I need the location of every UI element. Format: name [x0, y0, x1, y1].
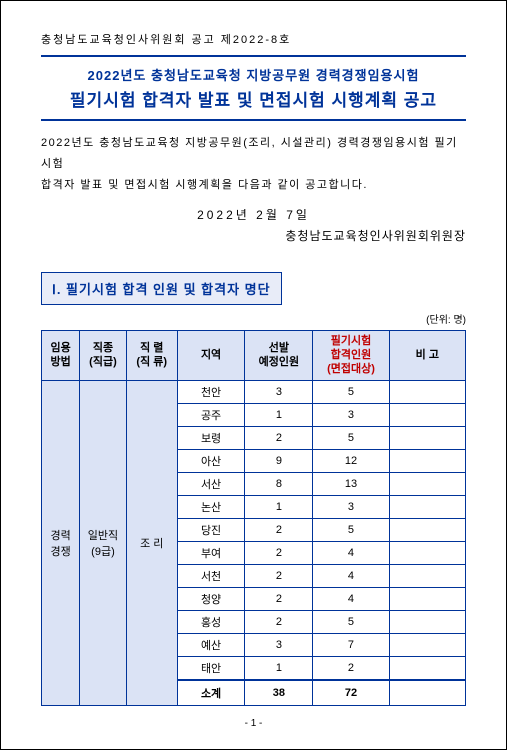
cell-note [389, 587, 465, 610]
results-table: 임용 방법 직종 (직급) 직 렬 (직 류) 지역 선발 예정인원 필기시험 … [41, 330, 466, 706]
th-note: 비 고 [389, 330, 465, 380]
cell-note [389, 472, 465, 495]
cell-pass: 7 [313, 633, 389, 656]
cell-plan: 2 [245, 610, 313, 633]
cell-note [389, 495, 465, 518]
table-row: 경력 경쟁일반직 (9급)조 리천안35 [42, 380, 466, 403]
th-plan: 선발 예정인원 [245, 330, 313, 380]
th-region: 지역 [177, 330, 245, 380]
cell-region: 천안 [177, 380, 245, 403]
cell-region: 아산 [177, 449, 245, 472]
cell-pass: 5 [313, 380, 389, 403]
subtotal-plan: 38 [245, 680, 313, 706]
cell-note [389, 610, 465, 633]
document-page: 충청남도교육청인사위원회 공고 제2022-8호 2022년도 충청남도교육청 … [0, 0, 507, 750]
cell-plan: 2 [245, 518, 313, 541]
cell-region: 서산 [177, 472, 245, 495]
cell-region: 청양 [177, 587, 245, 610]
cell-plan: 1 [245, 403, 313, 426]
subtotal-note [389, 680, 465, 706]
cell-pass: 5 [313, 610, 389, 633]
cell-series: 조 리 [126, 380, 177, 706]
th-grade: 직종 (직급) [80, 330, 127, 380]
cell-plan: 1 [245, 495, 313, 518]
cell-note [389, 656, 465, 680]
table-header-row: 임용 방법 직종 (직급) 직 렬 (직 류) 지역 선발 예정인원 필기시험 … [42, 330, 466, 380]
cell-region: 논산 [177, 495, 245, 518]
th-pass: 필기시험 합격인원 (면접대상) [313, 330, 389, 380]
cell-pass: 4 [313, 564, 389, 587]
cell-plan: 2 [245, 564, 313, 587]
cell-pass: 3 [313, 403, 389, 426]
cell-note [389, 633, 465, 656]
cell-plan: 1 [245, 656, 313, 680]
cell-pass: 4 [313, 541, 389, 564]
cell-plan: 2 [245, 426, 313, 449]
title-line-1: 2022년도 충청남도교육청 지방공무원 경력경쟁임용시험 [45, 65, 462, 84]
cell-note [389, 449, 465, 472]
cell-region: 홍성 [177, 610, 245, 633]
cell-grade: 일반직 (9급) [80, 380, 127, 706]
cell-pass: 5 [313, 426, 389, 449]
announcement-signer: 충청남도교육청인사위원회위원장 [41, 227, 466, 244]
unit-label: (단위: 명) [41, 311, 466, 326]
cell-method: 경력 경쟁 [42, 380, 80, 706]
cell-pass: 4 [313, 587, 389, 610]
page-number: - 1 - [41, 718, 466, 729]
cell-region: 태안 [177, 656, 245, 680]
cell-plan: 2 [245, 541, 313, 564]
cell-note [389, 518, 465, 541]
cell-plan: 3 [245, 380, 313, 403]
title-box: 2022년도 충청남도교육청 지방공무원 경력경쟁임용시험 필기시험 합격자 발… [41, 55, 466, 121]
cell-region: 보령 [177, 426, 245, 449]
th-method: 임용 방법 [42, 330, 80, 380]
announcement-date: 2022년 2월 7일 [41, 206, 466, 223]
cell-note [389, 564, 465, 587]
table-body: 경력 경쟁일반직 (9급)조 리천안35공주13보령25아산912서산813논산… [42, 380, 466, 706]
cell-region: 예산 [177, 633, 245, 656]
cell-region: 부여 [177, 541, 245, 564]
cell-plan: 9 [245, 449, 313, 472]
th-series: 직 렬 (직 류) [126, 330, 177, 380]
cell-pass: 5 [313, 518, 389, 541]
cell-region: 당진 [177, 518, 245, 541]
cell-region: 서천 [177, 564, 245, 587]
cell-pass: 13 [313, 472, 389, 495]
intro-line-1: 2022년도 충청남도교육청 지방공무원(조리, 시설관리) 경력경쟁임용시험 … [41, 137, 458, 170]
title-line-2: 필기시험 합격자 발표 및 면접시험 시행계획 공고 [45, 86, 462, 111]
cell-pass: 2 [313, 656, 389, 680]
subtotal-label: 소계 [177, 680, 245, 706]
cell-note [389, 426, 465, 449]
cell-region: 공주 [177, 403, 245, 426]
cell-note [389, 541, 465, 564]
cell-plan: 3 [245, 633, 313, 656]
notice-number: 충청남도교육청인사위원회 공고 제2022-8호 [41, 31, 466, 47]
cell-plan: 2 [245, 587, 313, 610]
cell-plan: 8 [245, 472, 313, 495]
subtotal-pass: 72 [313, 680, 389, 706]
cell-pass: 3 [313, 495, 389, 518]
intro-text: 2022년도 충청남도교육청 지방공무원(조리, 시설관리) 경력경쟁임용시험 … [41, 133, 466, 196]
cell-note [389, 380, 465, 403]
intro-line-2: 합격자 발표 및 면접시험 시행계획을 다음과 같이 공고합니다. [41, 179, 368, 191]
cell-note [389, 403, 465, 426]
section-1-header: Ⅰ. 필기시험 합격 인원 및 합격자 명단 [41, 272, 282, 305]
cell-pass: 12 [313, 449, 389, 472]
